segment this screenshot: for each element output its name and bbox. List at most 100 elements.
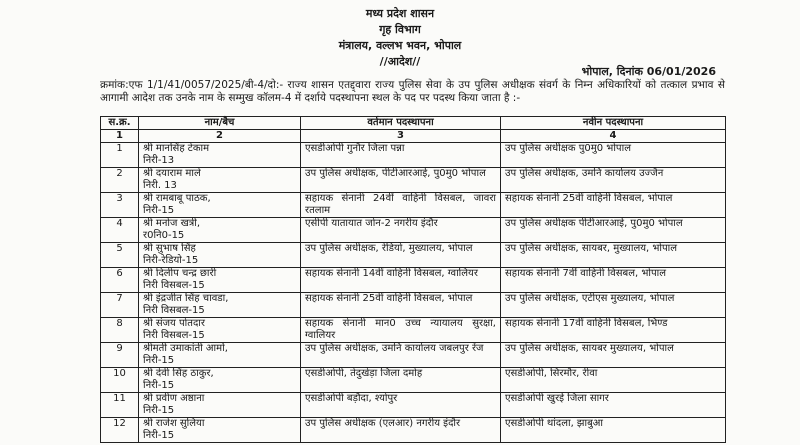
- table-head: स.क्र. नाम/बैच वर्तमान पदस्थापना नवीन पदस्थ…: [100, 116, 726, 143]
- table-row: 3 श्री रामबाबू पाठक, निरी-15 सहायक सेनानी 2…: [100, 192, 726, 218]
- new-posting: उप पुलिस अधीक्षक, एटीएस मुख्यालय, भोपाल: [500, 292, 726, 318]
- officer-name: श्री मानसिंह टेकाम: [143, 143, 210, 154]
- table-row: 9 श्रीमती उमाकांती आर्मो, निरी-15 उप पुलिस …: [100, 342, 726, 368]
- header-row: स.क्र. नाम/बैच वर्तमान पदस्थापना नवीन पदस्थ…: [100, 116, 726, 130]
- new-posting: एसडीओपी, सिरमौर, रीवा: [500, 367, 726, 393]
- column-header: नाम/बैच: [138, 116, 301, 130]
- current-posting: एसडीओपी गुनौर जिला पन्ना: [300, 142, 501, 168]
- column-header: स.क्र.: [100, 116, 139, 130]
- serial-number: 3: [100, 192, 139, 218]
- serial-number: 9: [100, 342, 139, 368]
- name-batch-cell: श्री दयाराम माले निरी. 13: [138, 167, 301, 193]
- new-posting: उप पुलिस अधीक्षक, सायबर, मुख्यालय, भोपाल: [500, 242, 726, 268]
- officer-name: श्री राजेश सुलिया: [143, 418, 205, 429]
- new-posting: एसडीओपी खुरई जिला सागर: [500, 392, 726, 418]
- column-number: 4: [500, 129, 726, 143]
- current-posting: सहायक सेनानी मान0 उच्च न्यायालय सुरक्षा,…: [300, 317, 501, 343]
- batch: निरी विसबल-15: [143, 305, 205, 316]
- serial-number: 1: [100, 142, 139, 168]
- new-posting: एसडीओपी थांदला, झाबुआ: [500, 417, 726, 443]
- new-posting: सहायक सेनानी 7वीं वाहिनी विसबल, भोपाल: [500, 267, 726, 293]
- name-batch-cell: श्री मानसिंह टेकाम निरी-13: [138, 142, 301, 168]
- table-row: 8 श्री संजय पोतदार निरी विसबल-15 सहायक सेना…: [100, 317, 726, 343]
- column-number: 2: [138, 129, 301, 143]
- table-row: 2 श्री दयाराम माले निरी. 13 उप पुलिस अधीक्ष…: [100, 167, 726, 193]
- officer-name: श्री संजय पोतदार: [143, 318, 205, 329]
- batch: निरी. 13: [143, 180, 177, 191]
- table-row: 12 श्री राजेश सुलिया निरी-15 उप पुलिस अधीक्…: [100, 417, 726, 443]
- name-batch-cell: श्री दिलीप चन्द्र छारी निरी विसबल-15: [138, 267, 301, 293]
- officer-name: श्री दयाराम माले: [143, 168, 201, 179]
- name-batch-cell: श्री मनोज खत्री, र0नि0-15: [138, 217, 301, 243]
- batch: निरी-15: [143, 205, 175, 216]
- officer-name: श्री मनोज खत्री,: [143, 218, 201, 229]
- new-posting: उप पुलिस अधीक्षक पु0मु0 भोपाल: [500, 142, 726, 168]
- serial-number: 7: [100, 292, 139, 318]
- serial-number: 5: [100, 242, 139, 268]
- serial-number: 11: [100, 392, 139, 418]
- current-posting: उप पुलिस अधीक्षक, उमनि कार्यालय जबलपुर र…: [300, 342, 501, 368]
- name-batch-cell: श्री रामबाबू पाठक, निरी-15: [138, 192, 301, 218]
- batch: निरी विसबल-15: [143, 280, 205, 291]
- column-number: 1: [100, 129, 139, 143]
- order-title: //आदेश//: [379, 55, 421, 68]
- name-batch-cell: श्री राजेश सुलिया निरी-15: [138, 417, 301, 443]
- officer-name: श्री देवी सिंह ठाकुर,: [143, 368, 214, 379]
- column-header: वर्तमान पदस्थापना: [300, 116, 501, 130]
- batch: निरी विसबल-15: [143, 330, 205, 341]
- batch: निरी-15: [143, 355, 175, 366]
- name-batch-cell: श्री सुभाष सिंह निरी-रेडियो-15: [138, 242, 301, 268]
- new-posting: सहायक सेनानी 25वीं वाहिनी विसबल, भोपाल: [500, 192, 726, 218]
- new-posting: उप पुलिस अधीक्षक, सायबर मुख्यालय, भोपाल: [500, 342, 726, 368]
- date-line: भोपाल, दिनांक 06/01/2026: [581, 65, 716, 78]
- officer-name: श्री इंद्रजीत सिंह चावडा,: [143, 293, 229, 304]
- officer-name: श्री रामबाबू पाठक,: [143, 193, 211, 204]
- serial-number: 4: [100, 217, 139, 243]
- name-batch-cell: श्री देवी सिंह ठाकुर, निरी-15: [138, 367, 301, 393]
- batch: निरी-15: [143, 405, 175, 416]
- new-posting: उप पुलिस अधीक्षक पीटीआरआई, पु0मु0 भोपाल: [500, 217, 726, 243]
- batch: निरी-13: [143, 155, 175, 166]
- column-number: 3: [300, 129, 501, 143]
- name-batch-cell: श्रीमती उमाकांती आर्मो, निरी-15: [138, 342, 301, 368]
- posting-table: स.क्र. नाम/बैच वर्तमान पदस्थापना नवीन पदस्थ…: [100, 116, 726, 443]
- serial-number: 6: [100, 267, 139, 293]
- table-row: 4 श्री मनोज खत्री, र0नि0-15 एसीपी यातायात ज…: [100, 217, 726, 243]
- table-row: 7 श्री इंद्रजीत सिंह चावडा, निरी विसबल-15 स…: [100, 292, 726, 318]
- current-posting: सहायक सेनानी 14वीं वाहिनी विसबल, ग्वालिय…: [300, 267, 501, 293]
- current-posting: उप पुलिस अधीक्षक, पीटीआरआई, पु0मु0 भोपाल: [300, 167, 501, 193]
- column-header: नवीन पदस्थापना: [500, 116, 726, 130]
- officer-name: श्री प्रवीण अष्ठाना: [143, 393, 205, 404]
- officer-name: श्रीमती उमाकांती आर्मो,: [143, 343, 228, 354]
- serial-number: 8: [100, 317, 139, 343]
- batch: निरी-15: [143, 380, 175, 391]
- current-posting: उप पुलिस अधीक्षक, रेडियो, मुख्यालय, भोपा…: [300, 242, 501, 268]
- table-row: 6 श्री दिलीप चन्द्र छारी निरी विसबल-15 सहाय…: [100, 267, 726, 293]
- reference-paragraph: क्रमांक:एफ 1/1/41/0057/2025/बी-4/दो:- रा…: [100, 79, 725, 104]
- current-posting: एसडीओपी बड़ौदा, श्योपुर: [300, 392, 501, 418]
- serial-number: 12: [100, 417, 139, 443]
- new-posting: सहायक सेनानी 17वीं वाहिनी विसबल, भिण्ड: [500, 317, 726, 343]
- table-row: 5 श्री सुभाष सिंह निरी-रेडियो-15 उप पुलिस अ…: [100, 242, 726, 268]
- current-posting: सहायक सेनानी 24वीं वाहिनी विसबल, जावरा र…: [300, 192, 501, 218]
- current-posting: एसीपी यातायात जोन-2 नगरीय इंदौर: [300, 217, 501, 243]
- government: मध्य प्रदेश शासन: [365, 7, 435, 20]
- batch: निरी-15: [143, 430, 175, 441]
- serial-number: 10: [100, 367, 139, 393]
- table-row: 10 श्री देवी सिंह ठाकुर, निरी-15 एसडीओपी, त…: [100, 367, 726, 393]
- name-batch-cell: श्री इंद्रजीत सिंह चावडा, निरी विसबल-15: [138, 292, 301, 318]
- batch: निरी-रेडियो-15: [143, 255, 199, 266]
- name-batch-cell: श्री संजय पोतदार निरी विसबल-15: [138, 317, 301, 343]
- table-row: 11 श्री प्रवीण अष्ठाना निरी-15 एसडीओपी बड़ौ…: [100, 392, 726, 418]
- current-posting: उप पुलिस अधीक्षक (एलआर) नगरीय इंदौर: [300, 417, 501, 443]
- current-posting: सहायक सेनानी 25वीं वाहिनी विसबल, भोपाल: [300, 292, 501, 318]
- department: गृह विभाग: [379, 23, 421, 36]
- serial-number: 2: [100, 167, 139, 193]
- officer-name: श्री दिलीप चन्द्र छारी: [143, 268, 217, 279]
- current-posting: एसडीओपी, तेदुखेड़ा जिला दमोह: [300, 367, 501, 393]
- address: मंत्रालय, वल्लभ भवन, भोपाल: [338, 39, 462, 52]
- new-posting: उप पुलिस अधीक्षक, उमनि कार्यालय उज्जैन: [500, 167, 726, 193]
- batch: र0नि0-15: [143, 230, 185, 241]
